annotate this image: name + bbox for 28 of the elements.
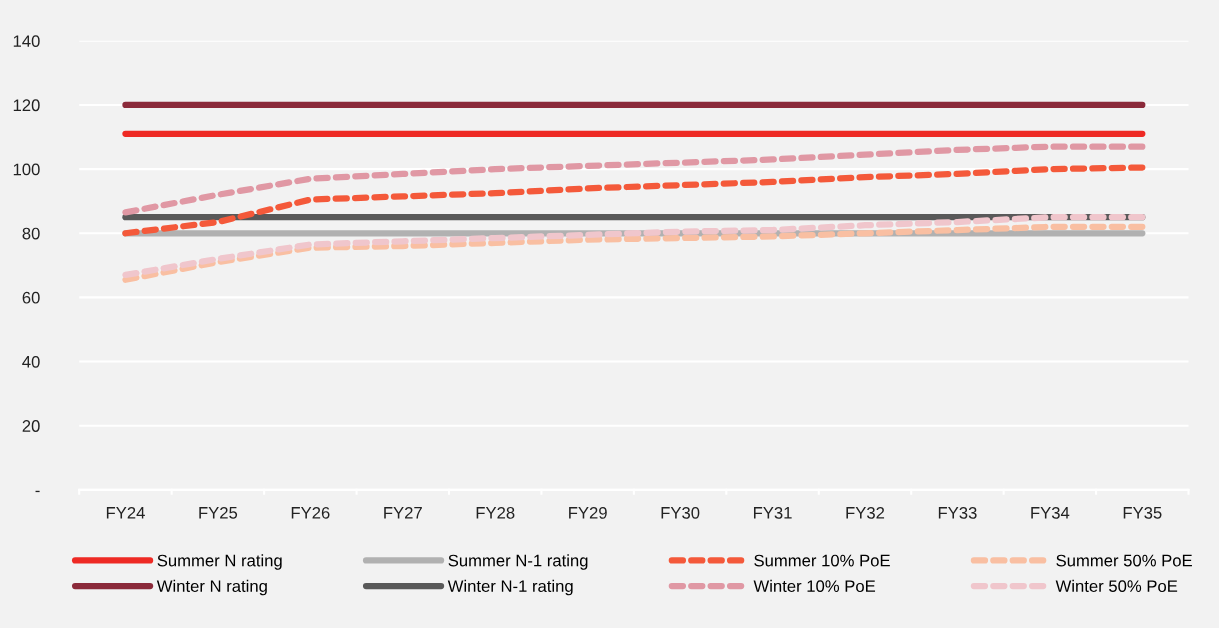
legend-label: Summer 50% PoE — [1056, 554, 1192, 567]
x-tick-label: FY25 — [199, 506, 238, 519]
legend-label: Winter 50% PoE — [1055, 579, 1178, 593]
x-tick-label: FY33 — [938, 506, 977, 519]
legend-label: Winter N rating — [156, 579, 267, 596]
y-tick-label: 60 — [22, 291, 40, 304]
y-tick-label: - — [35, 490, 40, 493]
legend-label: Summer 10% PoE — [754, 554, 890, 567]
x-tick-label: FY32 — [846, 506, 885, 519]
x-tick-label: FY28 — [476, 506, 515, 519]
x-tick-label: FY27 — [384, 506, 422, 519]
x-tick-label: FY34 — [1031, 506, 1070, 519]
legend-label: Summer N-1 rating — [448, 554, 588, 570]
y-tick-label: 100 — [13, 163, 40, 176]
y-tick-label: 120 — [13, 99, 40, 112]
legend-label: Summer N rating — [157, 554, 282, 570]
x-tick-label: FY26 — [291, 506, 330, 519]
x-tick-label: FY30 — [661, 506, 700, 519]
y-tick-label: 140 — [13, 35, 40, 48]
y-tick-label: 20 — [22, 420, 40, 432]
y-tick-label: 80 — [22, 227, 40, 240]
x-tick-label: FY24 — [106, 506, 145, 519]
x-tick-label: FY29 — [569, 506, 607, 519]
legend-label: Winter 10% PoE — [753, 579, 876, 593]
legend-label: Winter N-1 rating — [447, 579, 573, 596]
x-tick-label: FY35 — [1123, 506, 1162, 519]
x-tick-label: FY31 — [753, 506, 792, 519]
y-tick-label: 40 — [22, 355, 40, 368]
